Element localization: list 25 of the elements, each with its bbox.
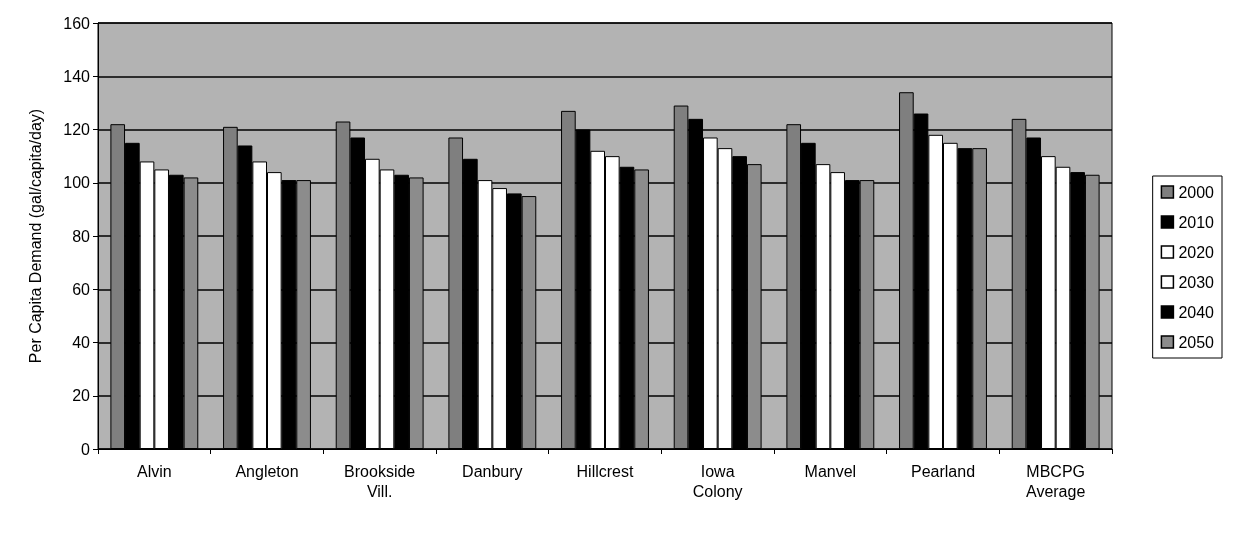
x-tick-label: Hillcrest bbox=[576, 462, 634, 480]
legend-label: 2030 bbox=[1178, 273, 1215, 291]
x-tick-label: Manvel bbox=[804, 462, 857, 480]
y-axis-title: Per Capita Demand (gal/capita/day) bbox=[26, 108, 44, 364]
y-tick-label: 80 bbox=[72, 227, 91, 245]
y-tick-label: 120 bbox=[63, 121, 91, 138]
y-tick-label: 60 bbox=[72, 280, 91, 298]
x-tick-label: Iowa Colony bbox=[692, 462, 743, 500]
y-tick-label: 20 bbox=[72, 387, 91, 405]
x-tick-label: Brookside Vill. bbox=[344, 462, 416, 500]
legend-label: 2050 bbox=[1178, 333, 1215, 351]
y-tick-label: 160 bbox=[63, 14, 91, 32]
x-tick-label: Danbury bbox=[462, 462, 523, 480]
y-tick-label: 140 bbox=[63, 67, 91, 85]
y-tick-label: 40 bbox=[72, 334, 91, 351]
legend-label: 2020 bbox=[1178, 243, 1215, 261]
legend-label: 2040 bbox=[1178, 303, 1215, 321]
legend-label: 2000 bbox=[1178, 183, 1215, 201]
y-tick-label: 100 bbox=[63, 174, 91, 192]
x-tick-label: Angleton bbox=[235, 462, 299, 480]
x-tick-label: Alvin bbox=[136, 462, 172, 480]
x-tick-label: Pearland bbox=[910, 462, 976, 480]
legend-label: 2010 bbox=[1178, 213, 1215, 231]
x-tick-label: MBCPG Average bbox=[1026, 462, 1086, 500]
y-tick-label: 0 bbox=[81, 440, 91, 458]
